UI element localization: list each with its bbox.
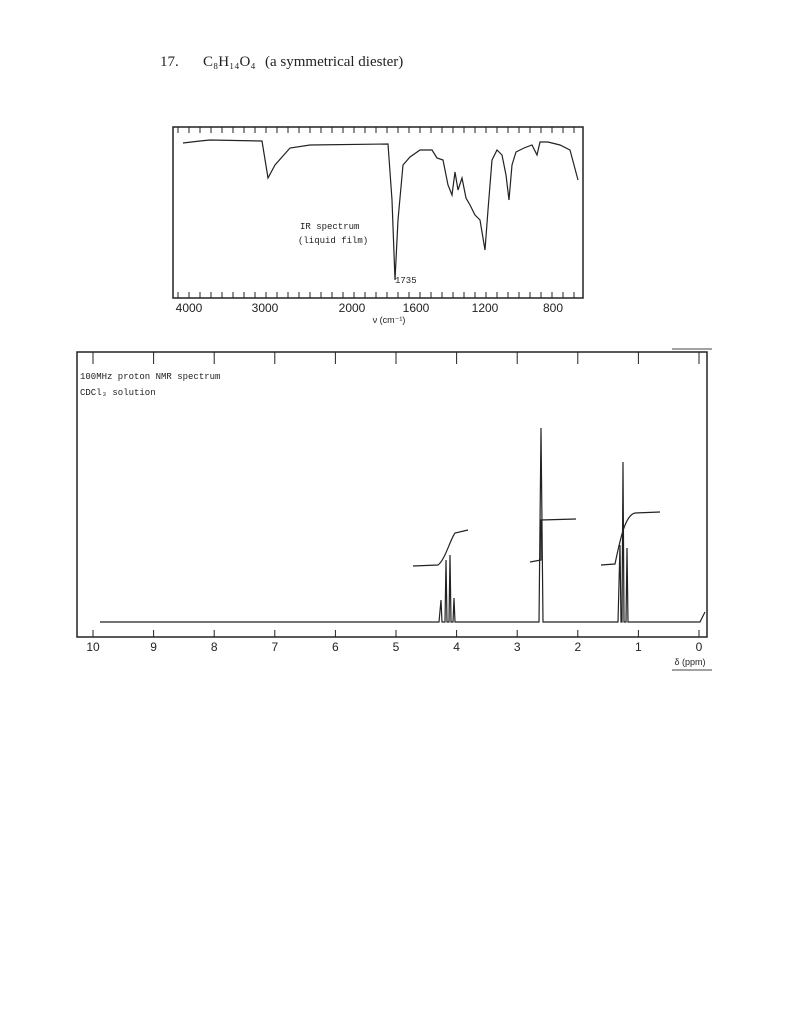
nmr-tick-label: 0 xyxy=(696,640,703,654)
problem-number: 17. xyxy=(160,54,179,70)
nmr-axis-label: δ (ppm) xyxy=(674,657,705,667)
ir-tick-label: 1200 xyxy=(472,301,499,315)
nmr-tick-label: 3 xyxy=(514,640,521,654)
ir-axis-label: ν (cm⁻¹) xyxy=(373,315,406,325)
formula: C₈H₁₄O₄ xyxy=(203,54,256,70)
ir-tick-label: 800 xyxy=(543,301,563,315)
ir-tick-label: 1600 xyxy=(403,301,430,315)
nmr-tick-label: 1 xyxy=(635,640,642,654)
nmr-title: 100MHz proton NMR spectrum xyxy=(80,372,220,382)
nmr-frame xyxy=(76,351,708,638)
nmr-integral xyxy=(412,511,661,567)
nmr-tick-label: 2 xyxy=(574,640,581,654)
nmr-tick-label: 10 xyxy=(86,640,100,654)
nmr-tick-label: 9 xyxy=(150,640,157,654)
nmr-ticks xyxy=(92,352,700,637)
ir-tick-label: 2000 xyxy=(339,301,366,315)
nmr-tick-label: 8 xyxy=(211,640,218,654)
nmr-subtitle: CDCl₃ solution xyxy=(80,388,156,398)
ir-tick-label: 4000 xyxy=(176,301,203,315)
ir-title: IR spectrum xyxy=(300,222,359,232)
nmr-tick-label: 5 xyxy=(393,640,400,654)
description: (a symmetrical diester) xyxy=(265,54,403,70)
ir-frame xyxy=(172,126,584,299)
nmr-tick-label: 7 xyxy=(271,640,278,654)
nmr-tick-label: 4 xyxy=(453,640,460,654)
ir-subtitle: (liquid film) xyxy=(298,236,368,246)
nmr-trace xyxy=(100,427,706,623)
ir-trace xyxy=(182,139,579,281)
nmr-tick-label: 6 xyxy=(332,640,339,654)
ir-ticks xyxy=(177,127,575,298)
ir-annotation: 1735 xyxy=(395,276,417,286)
ir-tick-label: 3000 xyxy=(252,301,279,315)
